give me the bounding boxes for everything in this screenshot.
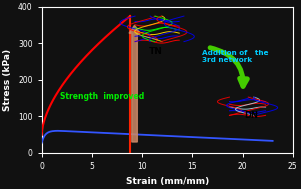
Y-axis label: Stress (kPa): Stress (kPa) xyxy=(4,49,12,111)
Text: 3rd network: 3rd network xyxy=(202,57,253,64)
X-axis label: Strain (mm/mm): Strain (mm/mm) xyxy=(126,177,209,186)
Text: TN: TN xyxy=(149,47,163,56)
FancyArrowPatch shape xyxy=(210,48,247,86)
Text: Strength  improved: Strength improved xyxy=(60,92,144,101)
Text: Addition of   the: Addition of the xyxy=(202,50,269,56)
FancyArrow shape xyxy=(129,25,140,142)
Text: DN: DN xyxy=(244,111,259,120)
